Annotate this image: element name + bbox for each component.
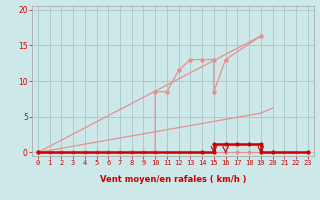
X-axis label: Vent moyen/en rafales ( km/h ): Vent moyen/en rafales ( km/h ) <box>100 174 246 184</box>
